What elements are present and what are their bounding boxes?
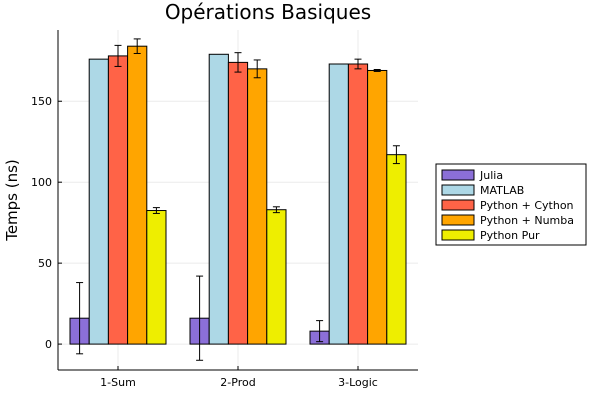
bar [347, 63, 369, 345]
bar [266, 209, 287, 345]
y-tick-label: 0 [45, 338, 52, 351]
legend-label: Python + Cython [480, 199, 574, 212]
legend-label: Python + Numba [480, 214, 574, 227]
bar [386, 154, 407, 345]
y-axis-label: Temps (ns) [3, 159, 21, 242]
bar [208, 53, 229, 345]
legend: Julia MATLAB Python + Cython Python + Numba… [435, 163, 587, 246]
legend-swatch [441, 169, 475, 181]
legend-swatch [441, 214, 475, 226]
y-tick-label: 50 [38, 257, 52, 270]
legend-swatch [441, 199, 475, 211]
y-ticks: 0 50 100 150 [31, 95, 62, 351]
legend-label: MATLAB [480, 184, 524, 197]
x-tick-label: 3-Logic [338, 376, 378, 389]
x-tick-label: 2-Prod [220, 376, 255, 389]
bar [227, 61, 249, 345]
bar [367, 69, 388, 345]
bar [107, 55, 129, 345]
y-tick-label: 150 [31, 95, 52, 108]
legend-label: Julia [479, 169, 503, 182]
x-tick-label: 1-Sum [100, 376, 136, 389]
x-ticks: 1-Sum 2-Prod 3-Logic [100, 366, 378, 389]
legend-label: Python Pur [480, 229, 540, 242]
bar [146, 210, 167, 345]
chart-title: Opérations Basiques [165, 0, 371, 24]
legend-swatch [441, 229, 475, 241]
bar [328, 63, 349, 345]
bar-marks [69, 45, 407, 345]
bar [88, 58, 109, 345]
y-tick-label: 100 [31, 176, 52, 189]
bar [127, 45, 148, 345]
error-bars [76, 38, 400, 361]
bar [247, 68, 268, 345]
legend-swatch [441, 184, 475, 196]
